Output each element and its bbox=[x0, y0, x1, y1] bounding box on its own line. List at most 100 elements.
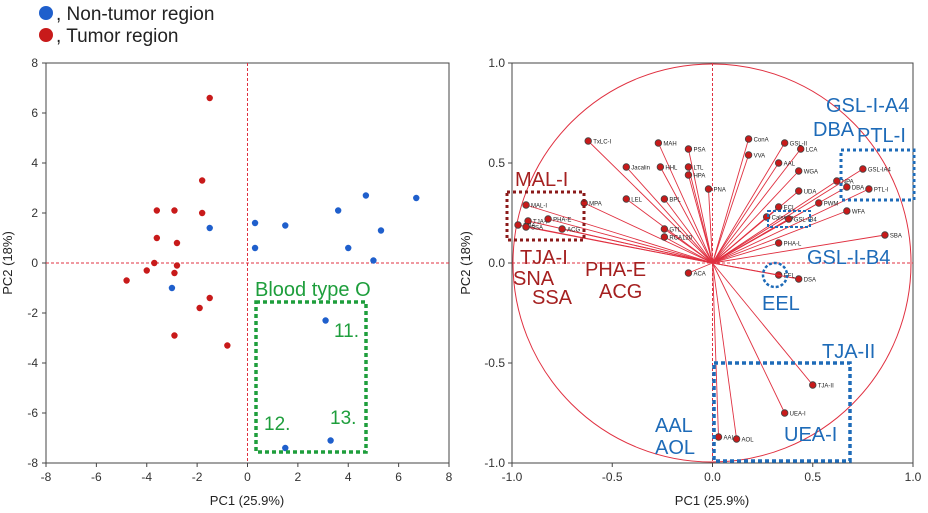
loading-label-mpa: MPA bbox=[589, 202, 602, 208]
loading-point-sna bbox=[514, 221, 522, 229]
loading-point-rca120 bbox=[660, 233, 669, 241]
annot-tja-ii: TJA-II bbox=[822, 341, 875, 363]
loading-arrow-pha-l bbox=[712, 242, 779, 264]
loading-point-gsl-ib4 bbox=[784, 215, 793, 223]
loading-point-txlc-i bbox=[584, 137, 592, 145]
loading-label-rca120: RCA120 bbox=[669, 236, 692, 242]
annot-gsl-i-b4: GSL-I-B4 bbox=[807, 247, 890, 269]
loading-point-gsl-ii bbox=[780, 139, 789, 147]
legend-tumor-label: , Tumor region bbox=[56, 26, 179, 47]
annot-gsl-i-a4: GSL-I-A4 bbox=[826, 95, 909, 117]
loading-label-wga: WGA bbox=[804, 170, 818, 176]
sample-12-label: 12. bbox=[264, 414, 290, 435]
left-x-tick-label: -4 bbox=[141, 470, 152, 484]
point-tumor-region bbox=[206, 94, 213, 102]
loading-arrow-hpa bbox=[688, 174, 713, 264]
right-x-tick-label: 0.5 bbox=[804, 470, 821, 484]
loading-arrow-pha-e bbox=[547, 218, 713, 264]
loading-label-aal: AAL bbox=[724, 436, 736, 442]
loading-label-mah: MAH bbox=[663, 142, 676, 148]
loading-arrow-mal-i bbox=[525, 204, 713, 264]
annot-sna: SNA bbox=[513, 268, 555, 290]
loading-label-psa: PSA bbox=[693, 148, 705, 154]
lower-right-box bbox=[712, 361, 852, 463]
right-y-tick-label: 0.5 bbox=[488, 156, 505, 170]
loading-label-uda: UDA bbox=[804, 190, 817, 196]
loading-arrow-calsepa bbox=[712, 216, 767, 264]
point-tumor-region bbox=[224, 342, 231, 349]
loading-arrow-mpa bbox=[583, 202, 713, 264]
loading-point-mal-i bbox=[522, 201, 530, 209]
point-tumor-region bbox=[143, 267, 150, 274]
loading-point-ptl-i bbox=[865, 185, 873, 193]
loading-label-calsepa: Calsepa bbox=[772, 216, 795, 222]
point-non-tumor-region bbox=[251, 244, 259, 252]
point-non-tumor-region bbox=[413, 194, 420, 202]
loading-label-hpa: HPA bbox=[693, 174, 705, 180]
left-scatter-plot: -8 -6 -4 -2 0 2 4 6 8 -8 -6 -4 -2 0 2 4 6 8 PC1 (25.9%) P… bbox=[0, 56, 453, 508]
left-y-tick-label: 4 bbox=[31, 156, 38, 170]
loading-arrow-tja-ii bbox=[712, 262, 814, 386]
loading-point-bpl bbox=[660, 195, 669, 203]
left-x-tick-label: 2 bbox=[295, 470, 302, 484]
loading-label-mal-i: MAL-I bbox=[531, 204, 547, 210]
point-tumor-region bbox=[151, 259, 158, 267]
loading-arrow-gsl-ii bbox=[712, 142, 786, 264]
legend: , Non-tumor region , Tumor region bbox=[39, 4, 214, 47]
loading-point-aal bbox=[774, 159, 783, 167]
loading-arrow-uea-i bbox=[712, 262, 786, 414]
loading-label-dba: DBA bbox=[852, 186, 864, 192]
loading-point-ssa bbox=[522, 223, 530, 231]
annot-mal-i: MAL-I bbox=[515, 169, 568, 191]
annot-dba: DBA bbox=[813, 119, 855, 141]
loading-arrow-sba bbox=[712, 234, 886, 264]
loading-point-cona bbox=[744, 135, 753, 143]
loading-arrow-gtl bbox=[664, 228, 713, 264]
loading-arrow-aca bbox=[688, 262, 713, 274]
loading-arrow-dsa bbox=[712, 262, 799, 280]
loading-arrow-wfa bbox=[712, 210, 847, 264]
right-y-tick-label: 1.0 bbox=[488, 56, 505, 70]
point-non-tumor-region bbox=[206, 224, 213, 232]
point-tumor-region bbox=[171, 207, 178, 214]
point-non-tumor-region bbox=[345, 244, 352, 252]
loading-label-gsl-ib4: GSL-IB4 bbox=[794, 218, 818, 224]
loading-point-vva bbox=[744, 151, 753, 159]
loading-arrow-acg bbox=[562, 228, 713, 264]
point-non-tumor-region bbox=[168, 284, 176, 292]
loading-point-pha-l bbox=[774, 239, 783, 247]
loading-label-uea-i: UEA-I bbox=[790, 412, 806, 418]
loading-arrow-npa bbox=[712, 180, 838, 264]
loading-label-lel: LEL bbox=[631, 198, 642, 204]
loading-arrow-cona bbox=[712, 138, 750, 264]
gsl-dba-ptl-box bbox=[839, 148, 916, 202]
loading-point-aol bbox=[732, 435, 741, 443]
left-y-tick-label: 6 bbox=[31, 106, 38, 120]
sample-13-label: 13. bbox=[330, 408, 356, 429]
loading-label-bpl: BPL bbox=[669, 198, 681, 204]
loading-point-acg bbox=[558, 225, 566, 233]
loading-point-sba bbox=[881, 231, 889, 239]
left-x-axis-label: PC1 (25.9%) bbox=[210, 493, 284, 508]
right-x-tick-label: -0.5 bbox=[602, 470, 623, 484]
loading-arrow-rca120 bbox=[664, 236, 713, 264]
left-y-axis-label: PC2 (18%) bbox=[0, 231, 15, 295]
loading-label-gsl-ii: GSL-II bbox=[790, 142, 808, 148]
loading-label-jacalin: Jacalin bbox=[631, 166, 650, 172]
loading-label-ptl-i: PTL-I bbox=[874, 188, 889, 194]
loading-arrow-txlc-i bbox=[587, 140, 713, 264]
loading-label-acg: ACG bbox=[567, 228, 580, 234]
annot-pha-e: PHA-E bbox=[585, 259, 646, 281]
point-tumor-region bbox=[198, 177, 206, 184]
loading-label-ssa: SSA bbox=[531, 226, 543, 232]
loading-point-dba bbox=[843, 183, 851, 191]
point-non-tumor-region bbox=[251, 219, 259, 227]
loading-point-tja-ii bbox=[809, 381, 817, 389]
eel-circle bbox=[761, 261, 789, 289]
right-x-tick-label: -1.0 bbox=[502, 470, 523, 484]
left-y-tick-label: -8 bbox=[27, 456, 38, 470]
sample-11-label: 11. bbox=[334, 321, 359, 342]
point-non-tumor-region bbox=[362, 192, 370, 199]
left-x-tick-label: -8 bbox=[41, 470, 52, 484]
annot-tja-i: TJA-I bbox=[520, 247, 568, 269]
